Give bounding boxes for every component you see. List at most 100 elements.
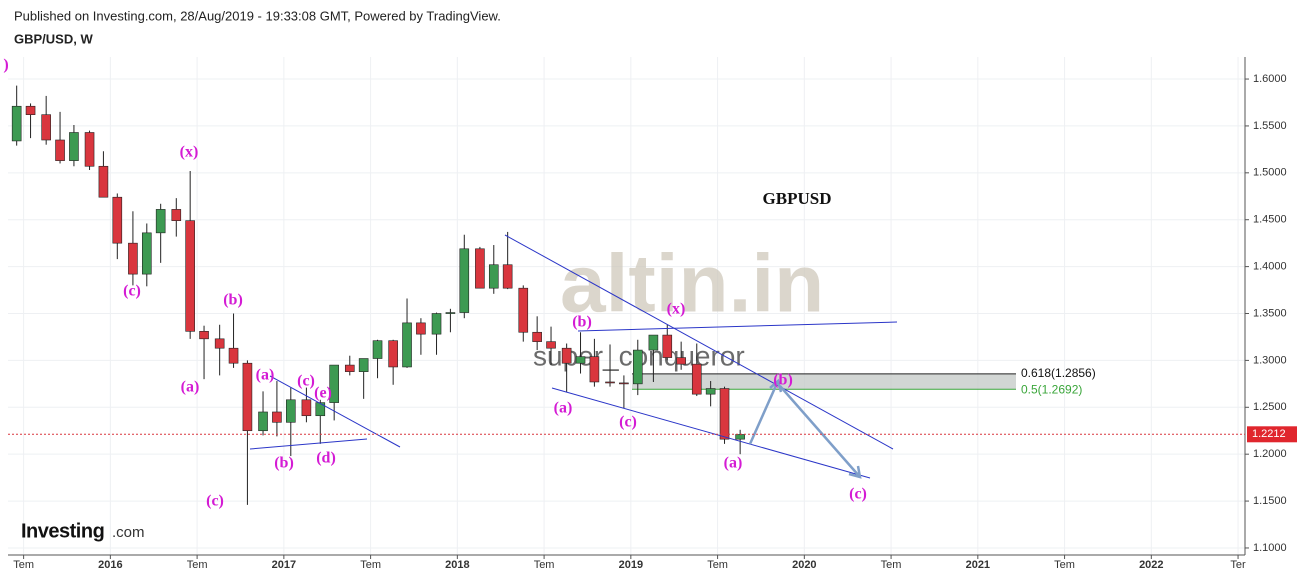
candle-body: [25, 105, 36, 115]
arrow: [779, 385, 862, 479]
candle-body: [84, 132, 95, 167]
wave-label: (c): [619, 414, 637, 431]
wave-label: (c): [849, 486, 867, 503]
wave-label: (x): [667, 301, 686, 318]
trendline: [577, 321, 898, 332]
trendline: [504, 234, 894, 450]
grid: [8, 57, 1245, 555]
x-tick-label: 2016: [98, 559, 122, 571]
x-tick-label: 2019: [619, 559, 643, 571]
candle-body: [185, 220, 195, 332]
x-tick-label: 2018: [445, 559, 469, 571]
wave-label: (c): [297, 373, 315, 390]
candle-body: [575, 356, 586, 364]
fib-zone: 0.618(1.2856) 0.5(1.2692): [632, 366, 1096, 396]
candle-body: [344, 364, 355, 372]
trendlines: [249, 234, 898, 479]
candle-body: [228, 347, 239, 364]
y-tick-label: 1.6000: [1253, 73, 1287, 85]
candle-body: [258, 411, 268, 432]
candle-body: [488, 264, 499, 289]
y-tick-label: 1.5500: [1253, 120, 1287, 132]
candle-body: [605, 381, 615, 384]
y-tick-label: 1.3000: [1253, 354, 1287, 366]
fib-label: 0.5(1.2692): [1021, 382, 1082, 396]
logo: Investing: [21, 520, 104, 542]
candle-body: [315, 402, 326, 417]
candle-body: [199, 331, 209, 340]
wave-label: (a): [554, 400, 573, 417]
candle-body: [518, 287, 529, 333]
watermark-text: altin.in: [560, 239, 824, 330]
logo-suffix: .com: [112, 524, 145, 541]
wave-labels: ) (x) (c) (b) (a) (a) (c) (e) (b) (d) (c…: [3, 57, 867, 510]
wave-label: (c): [206, 493, 224, 510]
candle-body: [11, 105, 22, 142]
x-tick-label: Tem: [1054, 559, 1075, 571]
wave-label: (a): [256, 367, 275, 384]
wave-label: (x): [180, 144, 199, 161]
wave-label: (a): [724, 455, 743, 472]
candle-body: [372, 340, 383, 359]
candle-body: [589, 356, 600, 383]
x-tick-label: 2022: [1139, 559, 1163, 571]
candle-body: [619, 382, 629, 385]
candle-body: [735, 434, 745, 440]
candle-body: [402, 322, 412, 368]
candle-body: [98, 165, 109, 198]
candle-body: [128, 242, 138, 275]
last-price-tag: [1247, 426, 1297, 443]
trendline: [269, 375, 401, 448]
wave-label: (b): [274, 455, 294, 472]
candle-body: [171, 209, 182, 221]
trendline: [249, 438, 368, 450]
x-tick-label: Ter: [1230, 559, 1246, 571]
x-tick-label: 2017: [272, 559, 296, 571]
candle-body: [676, 357, 686, 365]
symbol: GBP/USD, W: [14, 31, 93, 46]
x-tick-label: Tem: [534, 559, 555, 571]
candle-body: [459, 248, 470, 313]
wave-label: (d): [316, 450, 336, 467]
x-tick-label: 2020: [792, 559, 816, 571]
y-tick-label: 1.5000: [1253, 167, 1287, 179]
candle-body: [112, 196, 123, 244]
fib-zone-rect: [632, 373, 1016, 390]
candles: [11, 85, 745, 505]
x-tick-label: Tem: [187, 559, 208, 571]
x-tick-label: Tem: [881, 559, 902, 571]
candle-body: [431, 313, 442, 335]
wave-label: (b): [773, 372, 793, 389]
candle-body: [532, 331, 542, 342]
published-note: Published on Investing.com, 28/Aug/2019 …: [14, 8, 501, 23]
candle-body: [55, 139, 65, 161]
candle-body: [561, 347, 572, 364]
wave-label: (b): [223, 292, 243, 309]
y-tick-label: 1.1500: [1253, 495, 1287, 507]
candle-body: [358, 358, 369, 372]
wave-label: (c): [123, 283, 141, 300]
candle-body: [388, 340, 398, 368]
candle-body: [41, 114, 51, 141]
candle-body: [301, 399, 312, 417]
candle-body: [705, 388, 716, 395]
wave-label: (e): [314, 385, 332, 402]
y-tick-label: 1.2500: [1253, 401, 1287, 413]
candle-body: [242, 362, 253, 432]
y-tick-label: 1.1000: [1253, 542, 1287, 554]
candle-body: [416, 322, 426, 335]
candle-body: [632, 349, 643, 385]
candle-body: [155, 209, 166, 234]
candle-body: [662, 334, 673, 358]
candle-body: [691, 363, 702, 395]
x-tick-label: Tem: [707, 559, 728, 571]
y-tick-label: 1.4500: [1253, 214, 1287, 226]
candle-body: [502, 264, 513, 289]
wave-label: (a): [181, 379, 200, 396]
chart-title: GBPUSD: [763, 189, 832, 208]
wave-label: ): [3, 57, 8, 74]
candle-body: [285, 399, 296, 423]
candle-body: [719, 388, 730, 440]
projection-arrows: [748, 378, 862, 479]
